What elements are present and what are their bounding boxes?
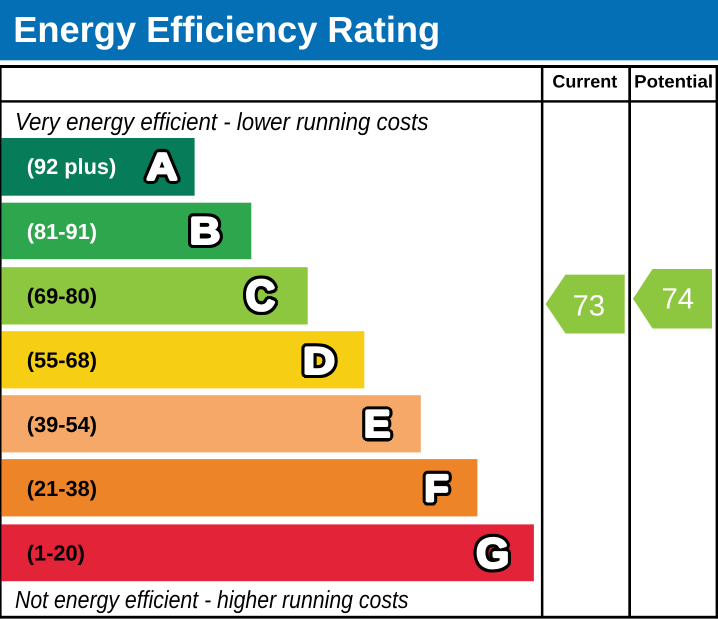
svg-text:Potential: Potential	[634, 72, 713, 92]
svg-text:Energy Efficiency Rating: Energy Efficiency Rating	[13, 9, 440, 50]
svg-text:(69-80): (69-80)	[27, 283, 97, 308]
svg-text:(1-20): (1-20)	[27, 541, 85, 566]
svg-text:(39-54): (39-54)	[27, 412, 97, 437]
svg-text:Current: Current	[552, 72, 617, 92]
svg-text:(92 plus): (92 plus)	[27, 154, 117, 179]
svg-text:(81-91): (81-91)	[27, 219, 97, 244]
svg-text:74: 74	[661, 282, 694, 315]
svg-text:73: 73	[572, 290, 605, 323]
svg-text:Very energy efficient - lower: Very energy efficient - lower running co…	[15, 109, 429, 136]
svg-text:Not energy efficient - higher: Not energy efficient - higher running co…	[15, 587, 409, 614]
svg-text:(21-38): (21-38)	[27, 476, 97, 501]
svg-text:(55-68): (55-68)	[27, 348, 97, 373]
